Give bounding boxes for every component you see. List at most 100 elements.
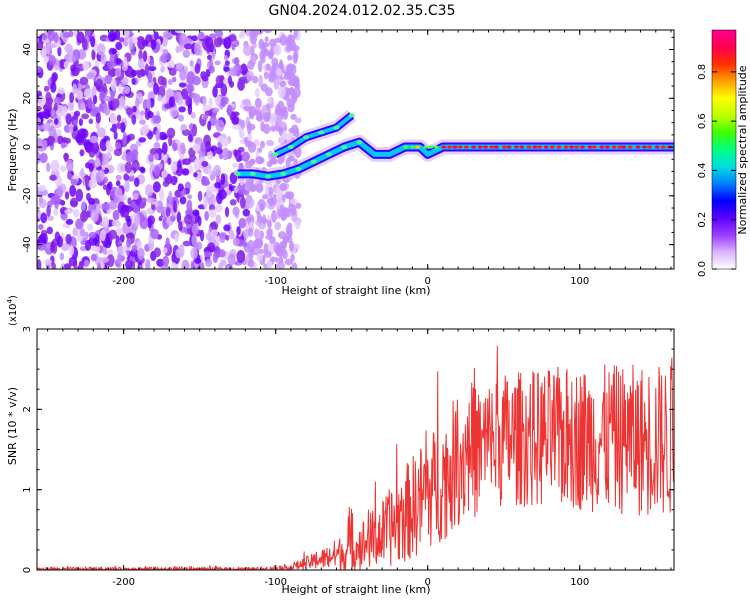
- noise-blob: [247, 141, 257, 153]
- noise-blob: [205, 258, 213, 268]
- noise-blob: [114, 187, 123, 199]
- ridge-peak: [280, 171, 287, 176]
- noise-blob: [178, 221, 183, 231]
- noise-blob: [239, 196, 246, 209]
- ridge-peak: [403, 145, 409, 149]
- noise-blob: [130, 69, 137, 77]
- noise-blob: [253, 107, 258, 116]
- noise-blob: [266, 228, 273, 239]
- noise-blob: [290, 198, 298, 205]
- noise-blob: [51, 262, 57, 269]
- noise-blob: [199, 262, 205, 269]
- colorbar-tick-label: 0.4: [697, 162, 708, 178]
- noise-blob: [95, 112, 101, 124]
- noise-blob: [290, 124, 299, 137]
- noise-blob: [122, 86, 131, 95]
- noise-blob: [293, 30, 298, 39]
- noise-blob: [277, 85, 286, 99]
- noise-blob: [244, 178, 254, 192]
- ridge-peak: [654, 145, 660, 149]
- noise-blob: [212, 252, 219, 264]
- noise-blob: [84, 231, 89, 240]
- ridge-peak: [563, 145, 569, 149]
- noise-blob: [69, 197, 79, 208]
- ridge-peak: [493, 145, 499, 149]
- noise-blob: [246, 75, 252, 82]
- noise-blob: [287, 54, 293, 61]
- noise-blob: [72, 227, 79, 237]
- noise-blob: [268, 112, 277, 126]
- noise-blob: [236, 249, 246, 263]
- noise-blob: [115, 122, 122, 130]
- noise-blob: [232, 123, 241, 130]
- noise-blob: [189, 59, 194, 68]
- noise-blob: [46, 135, 56, 145]
- noise-blob: [116, 114, 122, 123]
- noise-blob: [249, 32, 257, 45]
- noise-blob: [54, 96, 62, 105]
- noise-blob: [162, 247, 168, 254]
- ridge-peak: [627, 145, 633, 149]
- noise-blob: [103, 176, 108, 184]
- ridge-peak: [423, 145, 429, 149]
- noise-blob: [202, 95, 207, 107]
- noise-blob: [161, 77, 167, 86]
- noise-blob: [111, 48, 118, 54]
- ridge-peak: [537, 145, 543, 149]
- spectrogram-frame: [36, 29, 675, 270]
- noise-blob: [137, 36, 145, 42]
- noise-blob: [267, 186, 274, 197]
- ridge-core: [274, 113, 353, 157]
- noise-blob: [215, 75, 223, 86]
- ridge-peak: [457, 145, 463, 149]
- noise-blob: [147, 111, 154, 119]
- noise-blob: [177, 183, 184, 192]
- noise-blob: [84, 162, 91, 169]
- noise-blob: [206, 54, 212, 61]
- noise-blob: [84, 88, 93, 99]
- noise-blob: [236, 183, 246, 195]
- noise-blob: [48, 125, 57, 138]
- noise-blob: [146, 98, 152, 110]
- noise-blob: [88, 118, 94, 125]
- noise-blob: [53, 208, 58, 216]
- noise-blob: [175, 62, 184, 70]
- noise-blob: [278, 256, 284, 265]
- noise-blob: [187, 194, 193, 200]
- noise-blob: [149, 59, 155, 68]
- noise-blob: [208, 199, 214, 206]
- noise-blob: [181, 259, 190, 269]
- noise-blob: [174, 92, 179, 104]
- noise-blob: [136, 265, 144, 269]
- ridge-peak: [287, 145, 294, 150]
- noise-blob: [247, 259, 255, 268]
- snr-panel: -200 -100 0 100 0 1 2 3 Height of straight line…: [6, 295, 675, 596]
- noise-blob: [126, 217, 132, 227]
- noise-blob: [170, 215, 176, 222]
- noise-blob: [122, 77, 129, 85]
- noise-blob: [194, 63, 201, 74]
- noise-blob: [131, 159, 140, 172]
- noise-blob: [253, 229, 262, 239]
- noise-blob: [51, 73, 57, 85]
- noise-blob: [106, 254, 115, 267]
- noise-blob: [227, 75, 233, 85]
- noise-blob: [258, 38, 265, 50]
- ridge-peak: [617, 145, 623, 149]
- noise-blob: [75, 188, 84, 202]
- noise-blob: [92, 94, 98, 105]
- noise-blob: [90, 209, 99, 223]
- noise-blob: [291, 262, 298, 269]
- ridge-peak: [325, 152, 332, 157]
- noise-blob: [39, 152, 48, 164]
- noise-blob: [159, 46, 164, 53]
- noise-blob: [56, 135, 64, 145]
- noise-blob: [193, 158, 202, 171]
- noise-blob: [69, 91, 75, 104]
- noise-blob: [187, 133, 193, 143]
- noise-blob: [95, 78, 103, 88]
- noise-blob: [294, 219, 301, 230]
- noise-blob: [110, 78, 117, 92]
- ridge-peak: [489, 145, 495, 149]
- noise-blob: [80, 167, 85, 178]
